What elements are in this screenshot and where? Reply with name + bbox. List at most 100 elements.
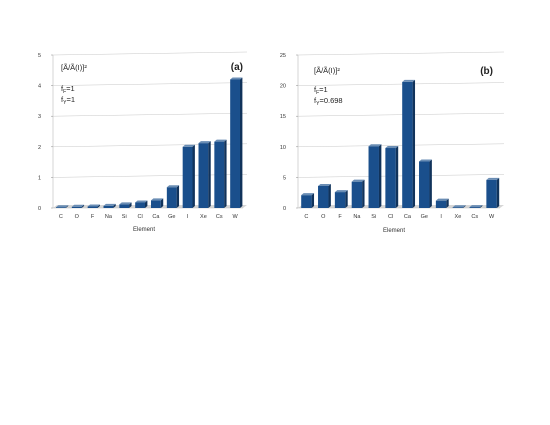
bar-side xyxy=(463,205,466,208)
bar-side xyxy=(192,144,195,208)
y-tick-label: 4 xyxy=(38,84,41,90)
x-tick-label: I xyxy=(440,214,442,220)
x-tick-label: I xyxy=(187,214,189,220)
bar-top xyxy=(182,144,195,147)
bar-top xyxy=(56,205,69,208)
x-tick-label: Xe xyxy=(200,214,207,220)
bar-side xyxy=(429,159,432,208)
parameter-annotation: fY=0.698 xyxy=(314,96,343,107)
bar-top xyxy=(368,144,382,147)
gridline xyxy=(297,82,505,86)
bar-top xyxy=(103,203,116,206)
x-tick-label: C xyxy=(304,214,308,220)
bar xyxy=(402,81,413,208)
panel-label: (b) xyxy=(480,66,493,77)
bar xyxy=(469,207,480,208)
gridline xyxy=(297,174,505,178)
bar xyxy=(214,141,225,208)
bar-side xyxy=(362,179,365,208)
bar xyxy=(419,161,430,208)
y-tick-label: 10 xyxy=(280,145,286,151)
bar-top xyxy=(334,190,348,193)
gridline xyxy=(52,82,248,86)
y-tick-label: 3 xyxy=(38,114,41,120)
bar xyxy=(166,187,177,208)
bar xyxy=(182,146,193,208)
bar xyxy=(368,146,379,208)
y-tick-label: 5 xyxy=(38,53,41,59)
bar-top xyxy=(198,141,211,144)
bar-top xyxy=(135,200,148,203)
x-tick-label: Cs xyxy=(471,214,478,220)
gridline xyxy=(297,143,505,148)
x-tick-label: Cl xyxy=(137,214,142,220)
bar-top xyxy=(87,204,100,207)
y-tick-label: 15 xyxy=(280,114,286,120)
y-axis-quantity: [Ã/Ã(I)]² xyxy=(314,66,340,75)
x-tick-label: O xyxy=(321,214,326,220)
bar xyxy=(103,205,114,208)
gridline xyxy=(297,112,505,117)
gridline xyxy=(52,51,248,56)
bar-top xyxy=(486,177,500,180)
bar-top xyxy=(351,179,365,182)
x-tick-label: Ge xyxy=(168,214,175,220)
bar-side xyxy=(224,139,227,208)
bar xyxy=(135,202,145,208)
bar-top xyxy=(301,193,315,196)
x-tick-label: Ca xyxy=(152,214,160,220)
bar-top xyxy=(151,198,164,201)
bar-top xyxy=(230,77,243,80)
chart-panel-b: 0 5 10 15 20 25 C O F Na Si Cl Ca Ge I Xe Cs W [Ã/Ã(I)]²… xyxy=(280,51,505,234)
bar-side xyxy=(176,185,180,208)
bar xyxy=(119,204,130,208)
parameter-annotation: fY=1 xyxy=(61,95,75,106)
bar-side xyxy=(311,193,315,208)
floor xyxy=(298,205,504,208)
bar-top xyxy=(385,146,399,149)
panel-label: (a) xyxy=(231,62,243,73)
parameter-annotation: fF=1 xyxy=(314,85,328,96)
bar xyxy=(71,206,82,208)
bar xyxy=(198,143,209,208)
y-tick-label: 1 xyxy=(38,175,41,181)
x-axis: C O F Na Si Cl Ca Ge I Xe Cs W xyxy=(59,214,239,220)
bar xyxy=(351,181,363,208)
bar-top xyxy=(318,183,331,186)
x-tick-label: W xyxy=(489,214,495,220)
bar xyxy=(435,200,447,208)
bar-side xyxy=(328,183,331,208)
bar-side xyxy=(208,141,211,208)
y-axis: 0 1 2 3 4 5 xyxy=(38,53,53,212)
bar xyxy=(385,148,396,208)
bar xyxy=(452,207,464,208)
x-tick-label: Ge xyxy=(421,214,428,220)
bar-side xyxy=(496,177,500,208)
bar-top xyxy=(119,202,132,205)
bar-top xyxy=(419,159,432,162)
x-tick-label: Na xyxy=(105,214,113,220)
bar-top xyxy=(469,205,483,208)
bar xyxy=(318,185,329,208)
bar xyxy=(230,79,240,208)
x-axis-label: Element xyxy=(383,228,405,234)
bar-top xyxy=(402,79,416,82)
bar-side xyxy=(412,79,416,208)
bar-series xyxy=(56,77,243,208)
bar-side xyxy=(479,205,483,208)
floor xyxy=(53,205,247,208)
bar-side xyxy=(81,204,85,208)
bar-top xyxy=(214,139,227,142)
x-tick-label: F xyxy=(338,214,342,220)
y-axis: 0 5 10 15 20 25 xyxy=(280,53,298,212)
x-axis: C O F Na Si Cl Ca Ge I Xe Cs W xyxy=(304,214,495,220)
bar-top xyxy=(71,204,85,207)
bar-side xyxy=(65,205,69,208)
bar-side xyxy=(160,198,164,208)
bar xyxy=(334,192,346,208)
y-tick-label: 2 xyxy=(38,145,41,151)
x-tick-label: F xyxy=(91,214,95,220)
bar xyxy=(301,195,312,208)
y-tick-label: 20 xyxy=(280,84,286,90)
